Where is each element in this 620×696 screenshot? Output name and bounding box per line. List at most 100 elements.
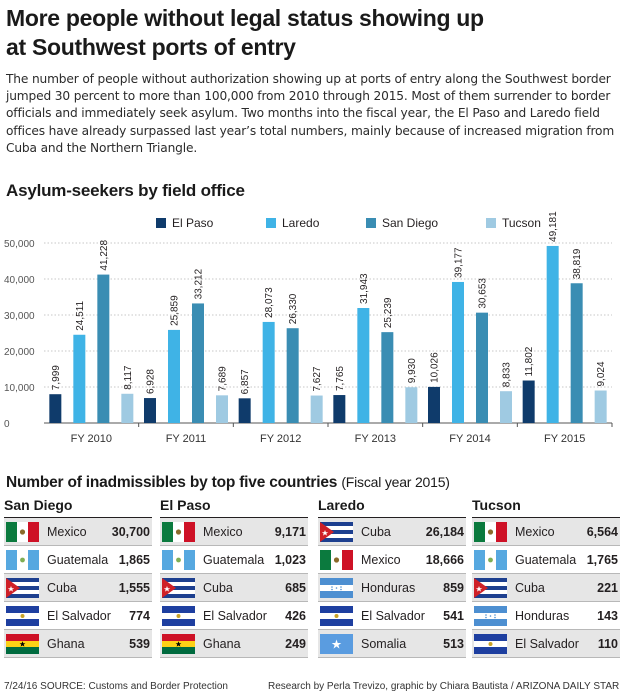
bar-value-label: 6,857: [240, 369, 251, 394]
somalia-flag-icon: [320, 633, 353, 654]
country-count: 1,023: [274, 552, 306, 567]
country-name: Cuba: [515, 580, 545, 595]
el-salvador-flag-icon: [162, 605, 195, 626]
country-count: 1,865: [118, 552, 150, 567]
bar: [500, 391, 512, 423]
x-tick-label: FY 2014: [449, 433, 490, 445]
country-row: Cuba 685: [160, 574, 308, 602]
country-name: El Salvador: [47, 608, 111, 623]
y-tick-label: 0: [4, 419, 10, 430]
country-count: 221: [597, 580, 618, 595]
country-row: Ghana 539: [4, 630, 152, 658]
country-row: Guatemala 1,765: [472, 546, 620, 574]
bar: [428, 386, 440, 423]
cuba-flag-icon: [474, 577, 507, 598]
column-san-diego: San Diego Mexico 30,700 Guatemala 1,865 Cuba…: [4, 497, 152, 658]
bar-value-label: 31,943: [359, 273, 370, 304]
bar: [570, 283, 583, 423]
bar-value-label: 9,024: [596, 361, 607, 386]
mexico-flag-icon: [320, 549, 353, 570]
cuba-flag-icon: [320, 521, 353, 542]
legend-label: San Diego: [382, 216, 438, 230]
footer-credit: Research by Perla Trevizo, graphic by Ch…: [268, 681, 620, 692]
footer-source: 7/24/16 SOURCE: Customs and Border Prote…: [4, 681, 228, 692]
intro-paragraph: The number of people without authorizati…: [6, 72, 615, 155]
y-tick-label: 50,000: [4, 239, 35, 250]
headline: More people without legal status showing…: [6, 4, 606, 62]
bar-value-label: 7,689: [218, 366, 229, 391]
country-count: 18,666: [425, 552, 464, 567]
country-name: Cuba: [203, 580, 233, 595]
country-name: Mexico: [361, 552, 401, 567]
country-name: Mexico: [47, 524, 87, 539]
bar-value-label: 11,802: [524, 346, 535, 376]
country-count: 110: [597, 636, 618, 651]
bar: [522, 380, 535, 423]
column-rule: [318, 517, 466, 518]
ghana-flag-icon: [162, 633, 195, 654]
asylum-bar-chart: El Paso Laredo San Diego Tucson 0 10,000 20,00…: [4, 211, 613, 445]
bar-value-label: 6,928: [146, 369, 157, 394]
bar: [333, 395, 346, 423]
bar: [476, 312, 488, 423]
column-header: El Paso: [160, 497, 211, 513]
column-header: Tucson: [472, 497, 521, 513]
x-tick-label: FY 2011: [166, 433, 207, 445]
column-el-paso: El Paso Mexico 9,171 Guatemala 1,023 Cuba 685…: [160, 497, 308, 658]
bar: [546, 245, 559, 423]
column-header: San Diego: [4, 497, 73, 513]
column-rule: [472, 517, 620, 518]
guatemala-flag-icon: [6, 549, 39, 570]
headline-line-2: at Southwest ports of entry: [6, 34, 296, 60]
country-row: Mexico 18,666: [318, 546, 466, 574]
country-row: Cuba 26,184: [318, 518, 466, 546]
bar: [238, 398, 251, 423]
country-name: Cuba: [361, 524, 391, 539]
bar: [216, 395, 228, 423]
bar-value-label: 41,228: [99, 240, 110, 271]
bar-value-label: 7,765: [335, 366, 346, 391]
bar: [286, 328, 299, 423]
legend-swatch: [486, 218, 496, 228]
mexico-flag-icon: [6, 521, 39, 542]
country-name: Somalia: [361, 636, 407, 651]
country-row: Ghana 249: [160, 630, 308, 658]
country-row: Mexico 6,564: [472, 518, 620, 546]
country-rows: Mexico 6,564 Guatemala 1,765 Cuba 221 Honduras…: [472, 518, 620, 658]
bar: [192, 303, 204, 423]
el-salvador-flag-icon: [320, 605, 353, 626]
bar-value-label: 9,930: [407, 358, 418, 383]
country-name: Mexico: [515, 524, 555, 539]
country-count: 9,171: [274, 524, 306, 539]
country-count: 143: [597, 608, 618, 623]
country-name: Ghana: [203, 636, 241, 651]
el-salvador-flag-icon: [474, 633, 507, 654]
column-rule: [4, 517, 152, 518]
country-row: El Salvador 426: [160, 602, 308, 630]
bar-value-label: 39,177: [454, 247, 465, 278]
honduras-flag-icon: [320, 577, 353, 598]
bar: [594, 390, 607, 423]
y-tick-label: 30,000: [4, 311, 35, 322]
legend-label: El Paso: [172, 216, 214, 230]
honduras-flag-icon: [474, 605, 507, 626]
column-tucson: Tucson Mexico 6,564 Guatemala 1,765 Cuba 221 H…: [472, 497, 620, 658]
bar-value-label: 7,627: [312, 366, 323, 391]
ghana-flag-icon: [6, 633, 39, 654]
y-tick-label: 40,000: [4, 275, 35, 286]
bar-value-label: 28,073: [264, 287, 275, 318]
bar-value-label: 33,212: [194, 268, 205, 299]
country-count: 541: [443, 608, 464, 623]
country-name: Mexico: [203, 524, 243, 539]
country-count: 513: [443, 636, 464, 651]
country-count: 30,700: [111, 524, 150, 539]
bar: [405, 387, 418, 423]
country-row: Honduras 859: [318, 574, 466, 602]
bar: [168, 329, 180, 423]
bar-value-label: 38,819: [572, 248, 583, 279]
cuba-flag-icon: [162, 577, 195, 598]
bar-value-label: 7,999: [51, 365, 62, 390]
y-tick-label: 20,000: [4, 347, 35, 358]
country-name: Honduras: [361, 580, 416, 595]
country-name: Guatemala: [515, 552, 577, 567]
